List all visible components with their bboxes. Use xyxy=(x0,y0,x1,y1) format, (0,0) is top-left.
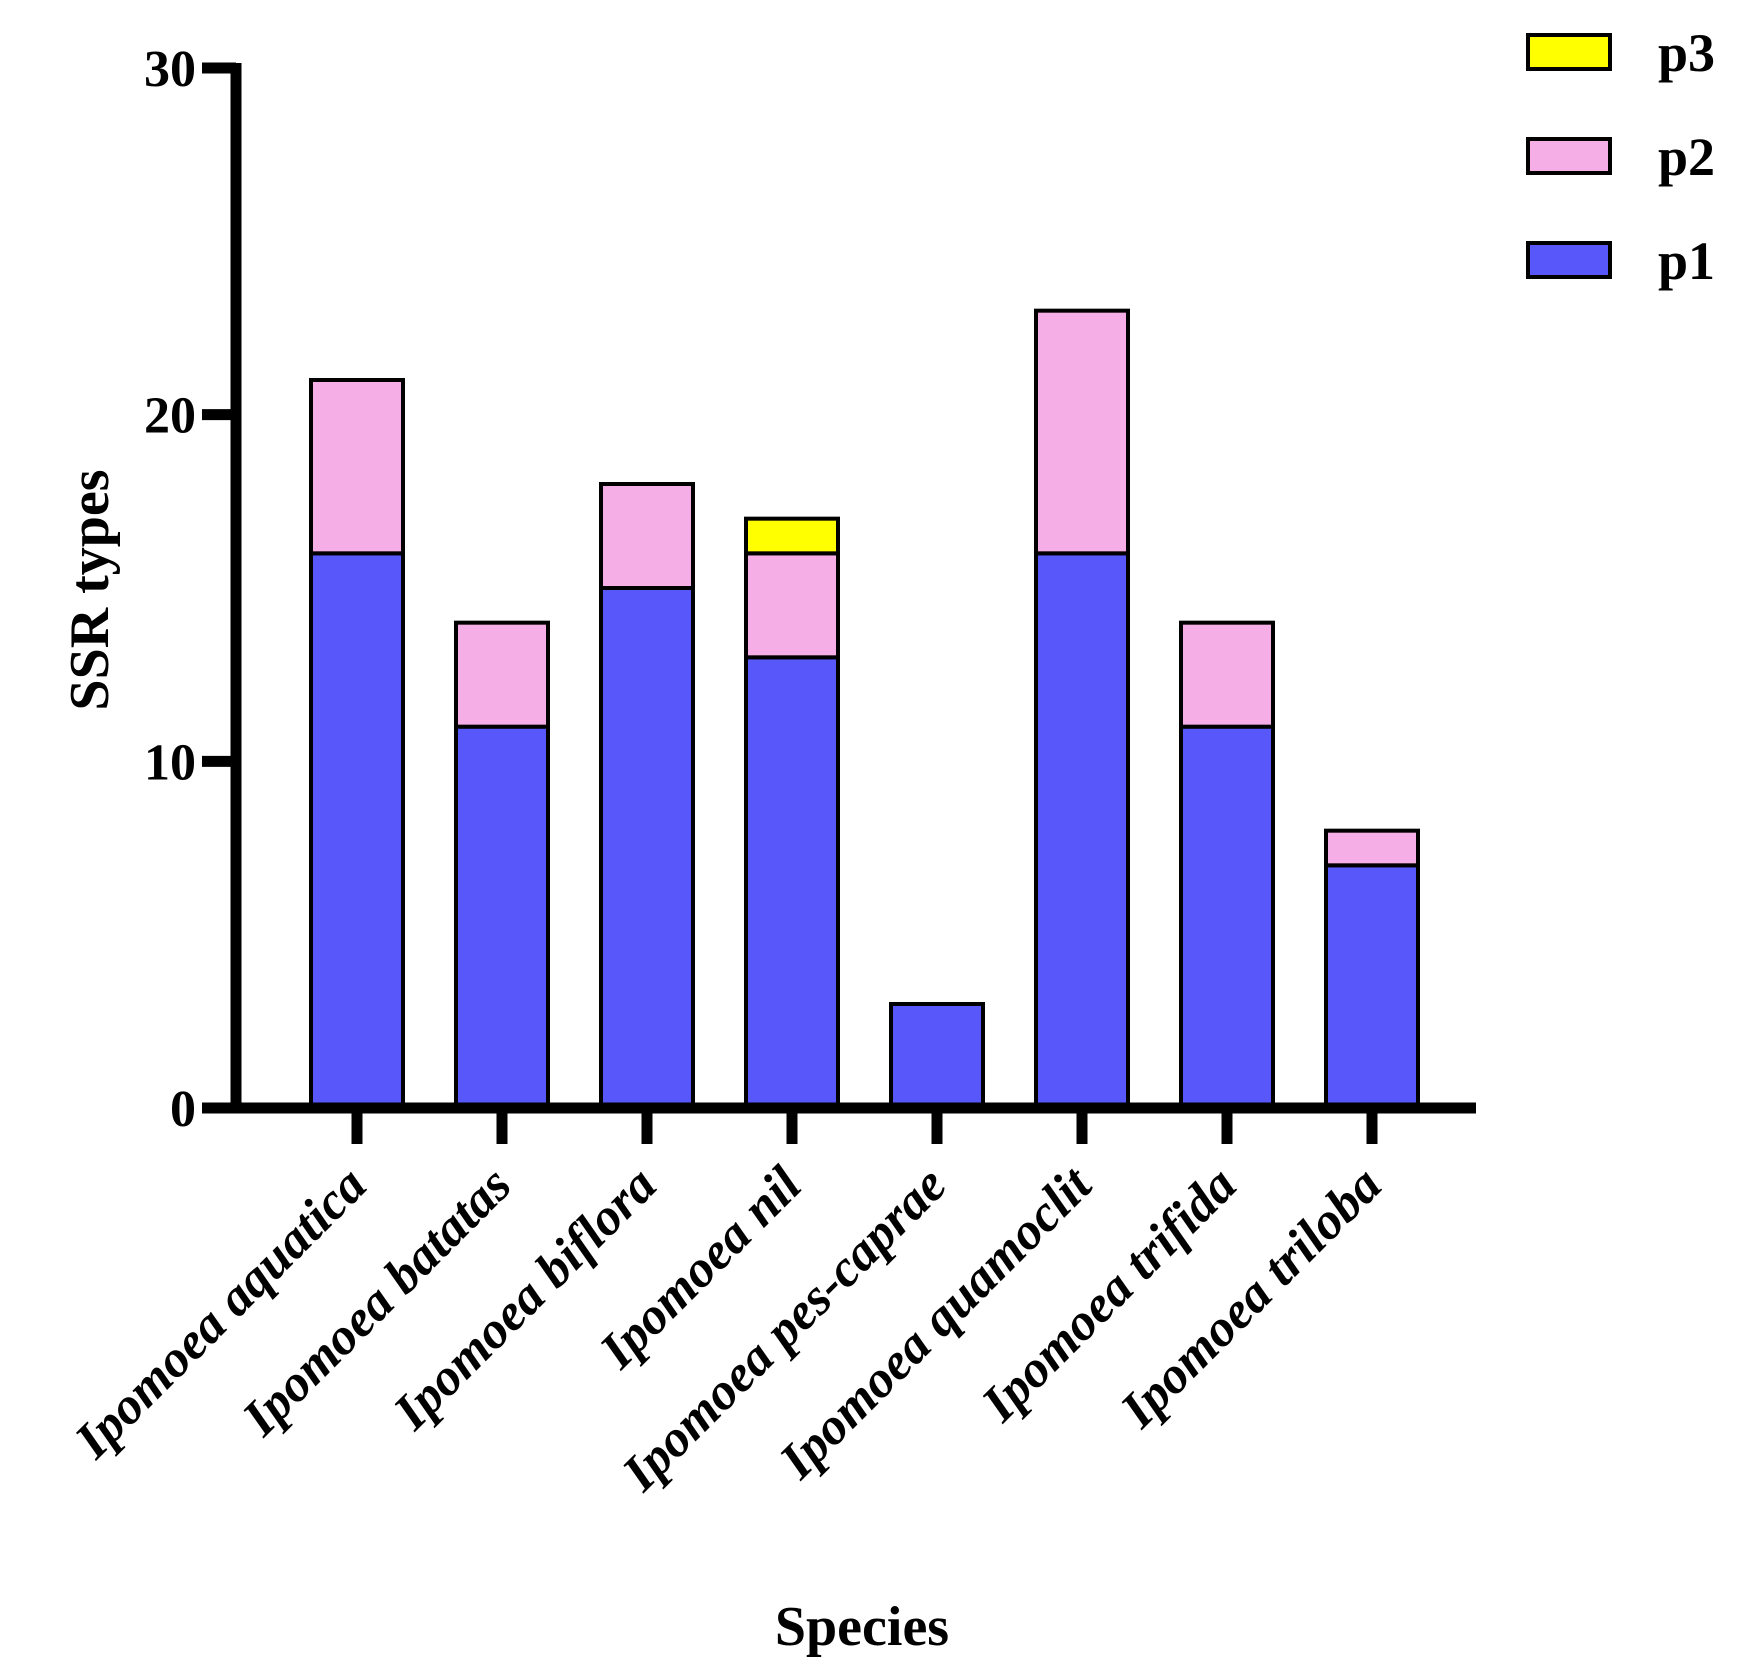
bar-ipomoea-quamoclit-p1 xyxy=(1034,551,1130,1110)
bar-ipomoea-triloba-p2 xyxy=(1324,828,1420,868)
bar-ipomoea-nil-p1 xyxy=(744,655,840,1110)
bars-group xyxy=(309,308,1420,1111)
x-tick-label-ipomoea-triloba: Ipomoea triloba xyxy=(1109,1156,1392,1439)
bar-ipomoea-trifida-p1 xyxy=(1179,724,1275,1111)
legend-swatch-p2 xyxy=(1526,137,1612,175)
x-tick-label-ipomoea-batatas: Ipomoea batatas xyxy=(231,1156,522,1447)
legend-label-p1: p1 xyxy=(1658,231,1715,291)
bar-ipomoea-aquatica-p2 xyxy=(309,378,405,556)
bar-ipomoea-trifida-p2 xyxy=(1179,620,1275,729)
bar-ipomoea-aquatica-p1 xyxy=(309,551,405,1110)
legend-swatch-p1 xyxy=(1526,241,1612,279)
y-tick-label-0: 0 xyxy=(170,1081,196,1138)
y-ticks-group: 0 10 20 30 xyxy=(144,41,236,1138)
legend-swatch-p3 xyxy=(1526,33,1612,71)
bar-ipomoea-nil-p2 xyxy=(744,551,840,660)
bar-ipomoea-batatas-p1 xyxy=(454,724,550,1111)
legend-label-p2: p2 xyxy=(1658,127,1715,187)
y-tick-label-30: 30 xyxy=(144,41,196,98)
bar-ipomoea-batatas-p2 xyxy=(454,620,550,729)
bar-ipomoea-nil-p3 xyxy=(744,516,840,556)
y-tick-label-10: 10 xyxy=(144,734,196,791)
x-tick-label-ipomoea-trifida: Ipomoea trifida xyxy=(971,1156,1248,1433)
y-tick-label-20: 20 xyxy=(144,388,196,445)
axes-group xyxy=(230,63,1476,1114)
bar-ipomoea-triloba-p1 xyxy=(1324,863,1420,1110)
bar-ipomoea-biflora-p1 xyxy=(599,586,695,1110)
bar-ipomoea-biflora-p2 xyxy=(599,482,695,590)
bar-ipomoea-pes-caprae-p1 xyxy=(889,1002,985,1110)
legend: p3 p2 p1 xyxy=(1526,23,1715,291)
legend-label-p3: p3 xyxy=(1658,23,1715,83)
bar-ipomoea-quamoclit-p2 xyxy=(1034,308,1130,556)
x-axis-title: Species xyxy=(775,1596,949,1658)
x-tick-label-ipomoea-biflora: Ipomoea biflora xyxy=(382,1156,667,1441)
y-axis-title: SSR types xyxy=(59,469,121,710)
